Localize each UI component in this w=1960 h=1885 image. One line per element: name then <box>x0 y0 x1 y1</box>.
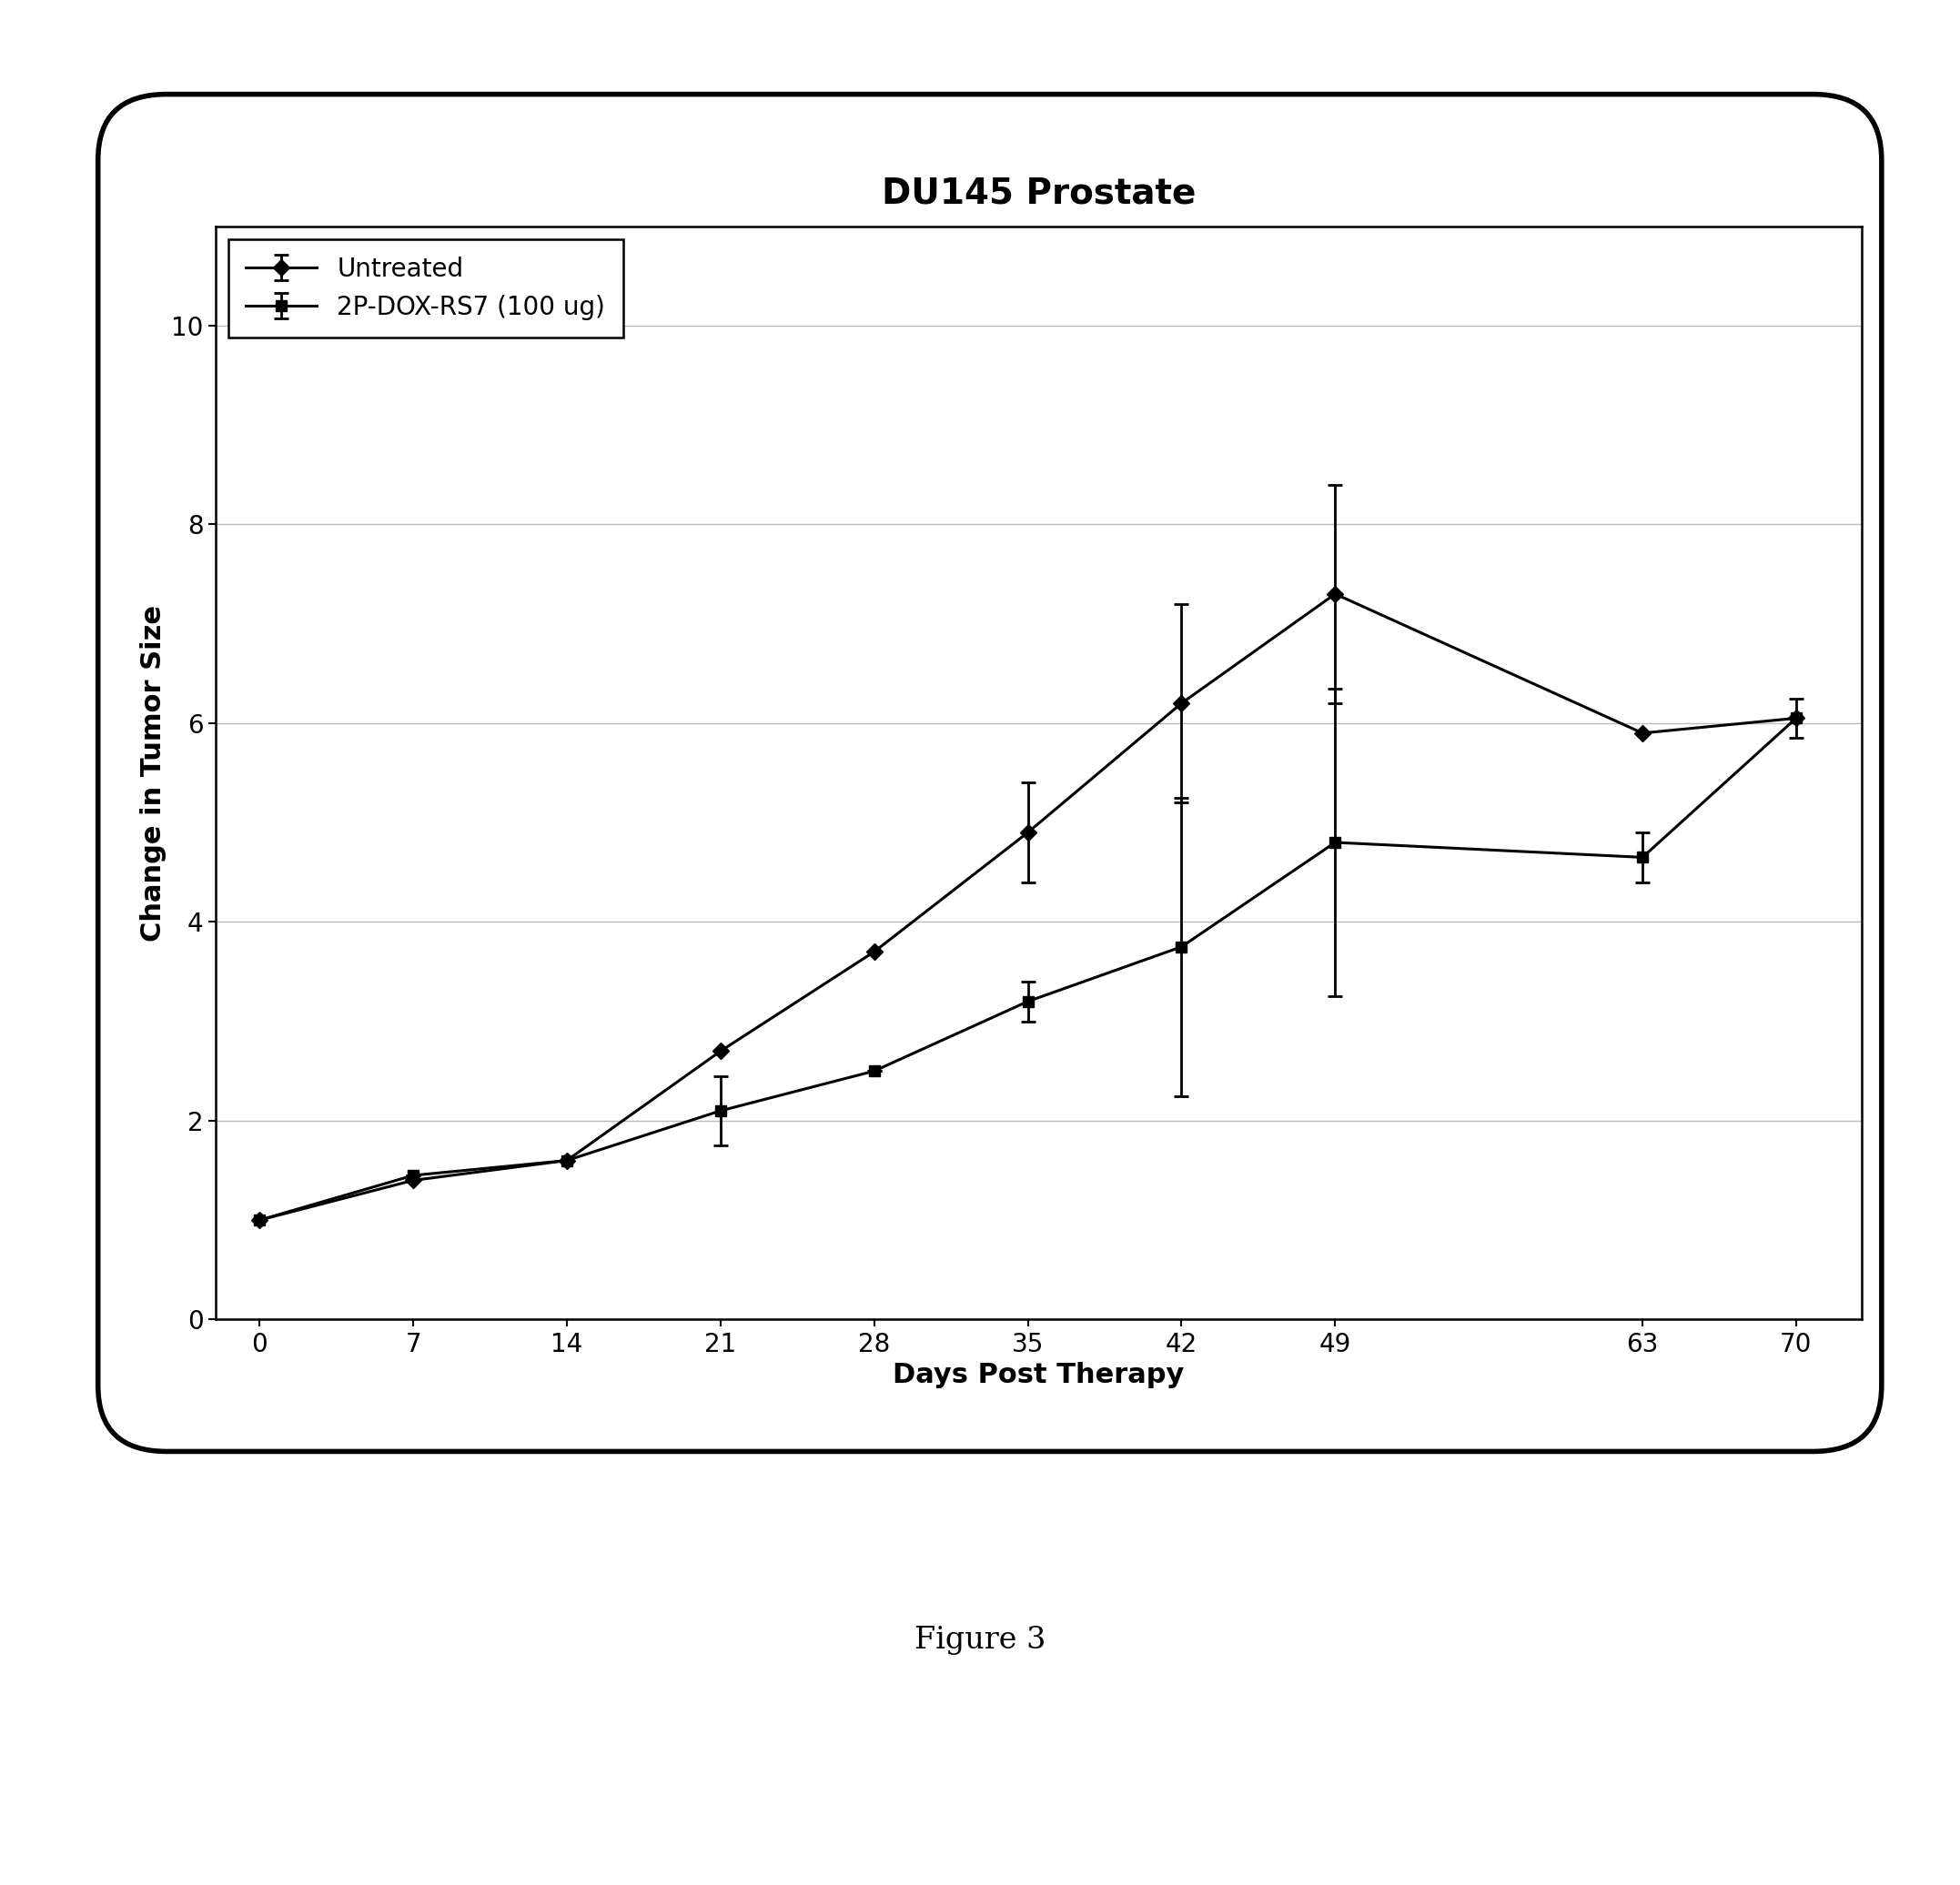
Title: DU145 Prostate: DU145 Prostate <box>882 175 1196 211</box>
Y-axis label: Change in Tumor Size: Change in Tumor Size <box>139 605 167 941</box>
X-axis label: Days Post Therapy: Days Post Therapy <box>894 1363 1184 1389</box>
Legend: Untreated, 2P-DOX-RS7 (100 ug): Untreated, 2P-DOX-RS7 (100 ug) <box>227 239 623 337</box>
Text: Figure 3: Figure 3 <box>913 1625 1047 1655</box>
